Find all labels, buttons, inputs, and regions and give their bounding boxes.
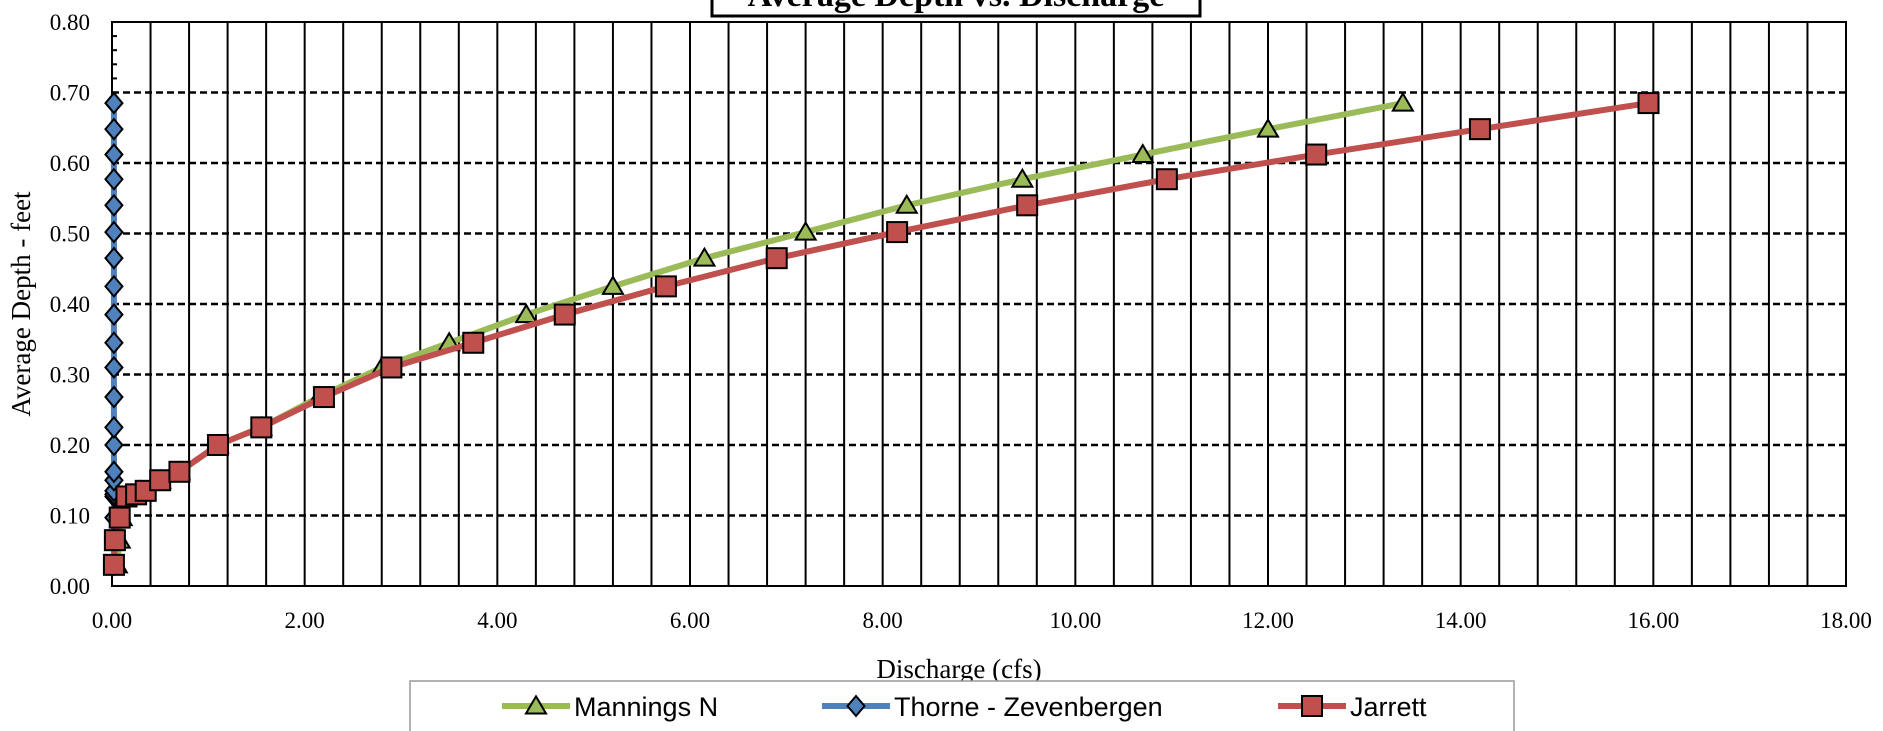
data-point-jarrett	[312, 386, 335, 409]
x-tick-label: 8.00	[863, 608, 903, 633]
legend-label: Mannings N	[574, 692, 718, 722]
data-point-jarrett	[462, 331, 485, 354]
series-mannings-n	[105, 91, 1415, 574]
x-axis-title: Discharge (cfs)	[876, 654, 1041, 684]
legend-marker	[1301, 695, 1323, 717]
legend-item-mannings-n: Mannings N	[502, 692, 718, 722]
data-point-thorne-zevenbergen	[104, 193, 124, 217]
x-tick-label: 6.00	[670, 608, 710, 633]
data-point-thorne-zevenbergen	[104, 355, 124, 379]
y-tick-label: 0.10	[50, 504, 90, 529]
data-point-jarrett	[1155, 168, 1178, 191]
data-point-jarrett	[102, 553, 125, 576]
x-tick-label: 10.00	[1049, 608, 1101, 633]
series-jarrett	[102, 92, 1660, 576]
y-tick-label: 0.80	[50, 10, 90, 35]
data-point-jarrett	[149, 469, 172, 492]
data-point-jarrett	[206, 434, 229, 456]
data-point-mannings-n	[1391, 91, 1415, 112]
data-point-mannings-n	[601, 274, 625, 295]
x-tick-label: 4.00	[477, 608, 517, 633]
plot-area	[111, 21, 1847, 587]
data-point-thorne-zevenbergen	[104, 331, 124, 355]
data-point-mannings-n	[793, 220, 818, 241]
y-tick-label: 0.40	[50, 292, 90, 317]
legend: Mannings N Thorne - Zevenbergen Jarrett	[409, 680, 1515, 731]
data-point-thorne-zevenbergen	[104, 220, 124, 244]
y-tick-label: 0.70	[50, 81, 90, 106]
x-tick-label: 14.00	[1435, 608, 1487, 633]
x-tick-label: 2.00	[285, 608, 325, 633]
data-point-jarrett	[1468, 118, 1491, 141]
data-point-mannings-n	[692, 246, 717, 267]
data-point-thorne-zevenbergen	[104, 91, 124, 115]
chart-title: Average Depth vs. Discharge	[748, 0, 1165, 14]
data-point-thorne-zevenbergen	[104, 167, 124, 191]
x-tick-label: 12.00	[1242, 608, 1294, 633]
data-point-jarrett	[1305, 143, 1328, 166]
data-point-jarrett	[108, 506, 131, 529]
data-point-thorne-zevenbergen	[104, 274, 124, 298]
y-axis-title: Average Depth - feet	[6, 191, 36, 417]
y-tick-label: 0.50	[50, 222, 90, 247]
data-point-thorne-zevenbergen	[104, 415, 124, 439]
legend-label: Thorne - Zevenbergen	[894, 692, 1163, 722]
data-point-jarrett	[380, 356, 403, 379]
data-point-thorne-zevenbergen	[104, 433, 124, 457]
y-tick-label: 0.30	[50, 363, 90, 388]
legend-item-thorne-zevenbergen: Thorne - Zevenbergen	[822, 692, 1163, 722]
data-point-jarrett	[103, 529, 126, 552]
data-point-jarrett	[250, 416, 273, 439]
data-point-mannings-n	[514, 303, 538, 324]
data-point-jarrett	[168, 460, 191, 483]
y-tick-label: 0.00	[50, 574, 90, 599]
x-tick-label: 18.00	[1820, 608, 1872, 633]
data-point-jarrett	[1016, 194, 1039, 217]
data-point-thorne-zevenbergen	[104, 142, 124, 167]
y-tick-label: 0.60	[50, 151, 90, 176]
x-tick-label: 0.00	[92, 608, 132, 633]
tick-labels: 0.00 2.00 4.00 6.00 8.00 10.00 12.00 14.00 16.00…	[50, 10, 1872, 633]
chart-title-box: Average Depth vs. Discharge	[710, 0, 1202, 18]
data-point-jarrett	[765, 247, 788, 270]
grid	[112, 22, 1846, 586]
data-point-thorne-zevenbergen	[104, 303, 124, 327]
data-point-jarrett	[553, 303, 576, 326]
series	[102, 91, 1660, 577]
data-point-thorne-zevenbergen	[104, 117, 124, 141]
data-point-thorne-zevenbergen	[104, 385, 124, 409]
legend-marker	[524, 694, 548, 715]
legend-label: Jarrett	[1350, 692, 1427, 722]
y-tick-label: 0.20	[50, 433, 90, 458]
data-point-thorne-zevenbergen	[104, 460, 124, 484]
data-point-mannings-n	[895, 193, 919, 214]
legend-item-jarrett: Jarrett	[1278, 692, 1427, 722]
data-point-mannings-n	[1010, 167, 1035, 188]
data-point-jarrett	[886, 221, 909, 244]
data-point-jarrett	[1637, 92, 1660, 115]
data-point-thorne-zevenbergen	[104, 246, 124, 270]
x-tick-label: 16.00	[1627, 608, 1679, 633]
legend-marker	[846, 694, 866, 718]
data-point-mannings-n	[1256, 117, 1280, 138]
data-point-mannings-n	[1131, 143, 1155, 164]
data-point-jarrett	[654, 275, 677, 298]
